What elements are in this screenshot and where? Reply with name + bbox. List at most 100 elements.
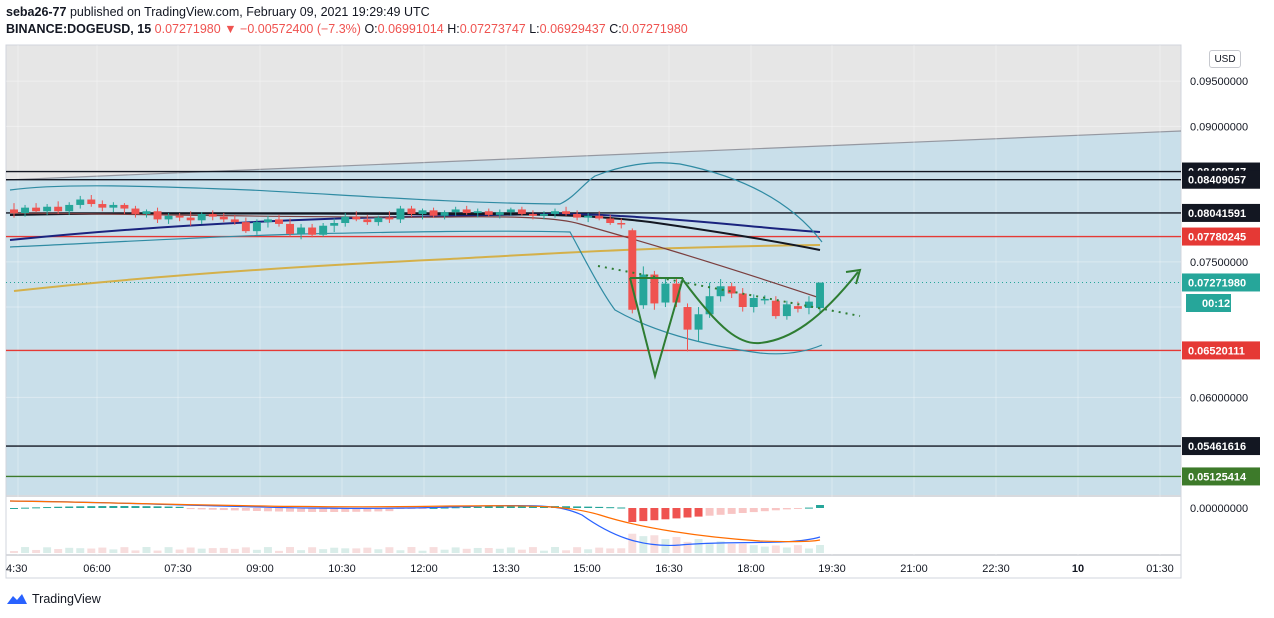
symbol-name[interactable]: BINANCE:DOGEUSD, 15	[6, 22, 152, 36]
candle-up	[816, 282, 824, 308]
histogram-bar	[286, 508, 295, 512]
histogram-bar	[275, 508, 283, 512]
candle-up	[197, 213, 206, 221]
volume-bar	[683, 541, 692, 553]
histogram-bar	[793, 508, 802, 509]
histogram-bar	[65, 506, 74, 508]
author-name[interactable]: seba26-77	[6, 5, 67, 19]
candle-down	[573, 213, 582, 218]
histogram-bar	[440, 507, 449, 509]
histogram-bar	[517, 506, 526, 508]
x-tick-label: 16:30	[655, 563, 683, 575]
x-tick-label: 01:30	[1146, 563, 1174, 575]
candle-up	[705, 296, 714, 315]
histogram-bar	[506, 506, 515, 508]
volume-bar	[87, 548, 96, 553]
volume-bar	[208, 548, 217, 553]
volume-bar	[164, 547, 173, 553]
candle-down	[120, 204, 129, 209]
countdown-tag-bg	[1186, 294, 1231, 312]
volume-bar	[506, 547, 515, 553]
volume-bar	[153, 550, 162, 553]
candle-up	[164, 215, 173, 220]
histogram-bar	[462, 506, 471, 508]
histogram-bar	[760, 508, 769, 512]
histogram-bar	[495, 506, 504, 508]
candle-up	[539, 213, 548, 216]
histogram-bar	[661, 508, 670, 520]
volume-bar	[275, 550, 283, 553]
histogram-bar	[197, 508, 206, 510]
price-axis[interactable]: 0.095000000.090000000.075000000.0700.060…	[1190, 76, 1248, 404]
volume-bar	[363, 547, 372, 553]
histogram-bar	[727, 508, 736, 514]
open-value: 0.06991014	[377, 22, 444, 36]
volume-bar	[142, 547, 151, 553]
volume-bar	[98, 547, 107, 553]
candle-up	[584, 215, 593, 218]
chart-frame	[5, 44, 1182, 579]
candle-down	[286, 223, 295, 234]
histogram-bar	[617, 507, 626, 509]
volume-bar	[816, 545, 824, 553]
candle-up	[341, 216, 350, 224]
x-tick-label: 09:00	[246, 563, 274, 575]
high-label: H:	[447, 22, 460, 36]
candle-down	[363, 219, 372, 223]
histogram-bar	[43, 507, 52, 509]
volume-bar	[793, 545, 802, 553]
low-value: 0.06929437	[539, 22, 606, 36]
candle-down	[462, 209, 471, 214]
bollinger-basis	[9, 212, 821, 299]
candle-down	[617, 223, 626, 225]
channel-fill	[6, 131, 1181, 495]
candle-down	[153, 211, 162, 220]
candle-up	[716, 286, 725, 297]
candle-up	[297, 227, 306, 234]
level-tag-bg	[1182, 227, 1260, 246]
x-tick-label: 18:00	[737, 563, 765, 575]
histogram-bar	[473, 506, 482, 508]
candle-down	[793, 306, 802, 309]
candle-down	[175, 215, 184, 218]
volume-bar	[330, 547, 339, 553]
histogram-bar	[363, 508, 372, 512]
v-pattern-drawing	[629, 277, 684, 380]
volume-bar	[418, 550, 427, 553]
x-tick-label: 13:30	[492, 563, 520, 575]
volume-bar	[396, 550, 405, 553]
level-tag-bg	[1182, 341, 1260, 360]
volume-bar	[595, 547, 604, 553]
sma-200-line	[13, 244, 821, 292]
volume-bar	[528, 547, 537, 553]
histogram-bar	[308, 508, 317, 512]
time-axis[interactable]: 4:30 06:00 07:30 09:00 10:30 12:00 13:30 15:00 1…	[6, 563, 1174, 575]
level-tag-label: 0.05125414	[1188, 471, 1247, 483]
footer-brand[interactable]: TradingView	[6, 592, 101, 606]
x-tick-label: 21:00	[900, 563, 928, 575]
histogram-bar	[804, 507, 813, 509]
candle-up	[440, 212, 449, 216]
candle-up	[804, 301, 813, 308]
y-tick-label: 0.09500000	[1190, 76, 1248, 88]
histogram-bar	[595, 506, 604, 508]
histogram-bar	[418, 508, 427, 509]
candle-down	[87, 199, 96, 205]
histogram-bar	[705, 508, 714, 516]
histogram-bar	[639, 508, 648, 522]
candle-up	[473, 211, 482, 214]
publish-info: seba26-77 published on TradingView.com, …	[6, 5, 430, 19]
histogram-bar	[10, 508, 18, 509]
candle-up	[76, 199, 85, 205]
low-label: L:	[529, 22, 540, 36]
level-tag-label: 0.08409057	[1188, 175, 1246, 187]
horizontal-levels	[6, 170, 1181, 478]
volume-bar	[473, 547, 482, 553]
volume-bar	[219, 547, 228, 553]
level-tag-label: 0.06520111	[1188, 345, 1245, 357]
volume-bar	[32, 549, 41, 553]
volume-bar	[462, 548, 471, 553]
currency-button[interactable]: USD	[1209, 50, 1241, 68]
volume-bar	[661, 539, 670, 553]
